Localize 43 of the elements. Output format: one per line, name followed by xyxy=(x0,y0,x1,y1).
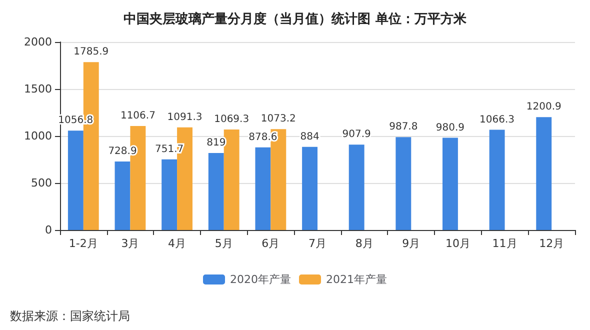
x-tick-label: 11月 xyxy=(492,237,518,250)
legend-label: 2021年产量 xyxy=(326,273,387,286)
x-tick-label: 5月 xyxy=(214,237,233,250)
bar xyxy=(302,146,318,230)
data-label: 907.9 xyxy=(342,129,371,140)
bar xyxy=(162,159,178,230)
y-tick-label: 1000 xyxy=(24,130,52,142)
data-label: 884 xyxy=(300,131,320,142)
x-tick-label: 9月 xyxy=(402,237,420,250)
source-note: 数据来源：国家统计局 xyxy=(10,309,130,323)
legend-label: 2020年产量 xyxy=(230,273,292,286)
data-label: 1091.3 xyxy=(167,112,202,123)
data-label: 1069.3 xyxy=(214,114,250,125)
data-label: 1785.9 xyxy=(74,46,109,58)
bar xyxy=(224,129,240,230)
data-label: 1200.9 xyxy=(526,102,562,113)
data-label: 980.9 xyxy=(436,122,465,134)
y-tick-label: 2000 xyxy=(24,36,52,48)
x-tick-label: 1-2月 xyxy=(68,237,98,250)
bar xyxy=(489,130,505,230)
data-label: 1073.2 xyxy=(260,114,296,125)
y-tick-label: 500 xyxy=(31,176,52,190)
y-tick-label: 0 xyxy=(45,224,52,236)
bar xyxy=(114,161,130,230)
data-label: 987.8 xyxy=(389,122,418,133)
y-tick-label: 1500 xyxy=(24,82,52,96)
bar xyxy=(442,138,458,230)
bar xyxy=(396,137,412,230)
bar xyxy=(536,117,552,230)
x-tick-label: 3月 xyxy=(121,237,140,250)
data-label: 1066.3 xyxy=(480,114,515,126)
x-tick-label: 8月 xyxy=(355,237,374,250)
x-tick-label: 10月 xyxy=(445,237,470,250)
data-label: 1106.7 xyxy=(120,110,156,122)
bar xyxy=(68,130,84,230)
bar xyxy=(208,153,224,230)
x-tick-label: 6月 xyxy=(262,237,280,250)
bar xyxy=(255,147,271,230)
x-tick-label: 12月 xyxy=(539,237,564,250)
chart-title: 中国夹层玻璃产量分月度（当月值）统计图 单位：万平方米 xyxy=(124,11,468,27)
bar xyxy=(348,144,364,230)
x-tick-label: 4月 xyxy=(168,237,186,250)
x-tick-label: 7月 xyxy=(308,237,326,250)
